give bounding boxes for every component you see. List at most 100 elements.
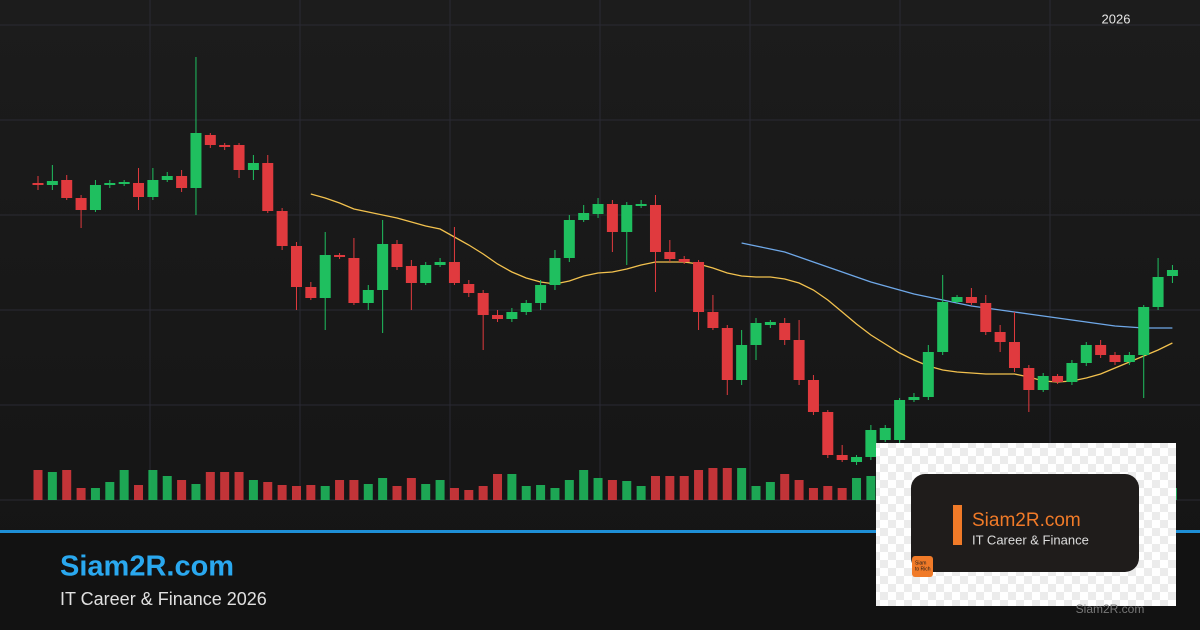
card <box>911 474 1139 572</box>
volume-bar <box>148 470 158 500</box>
card-title: Siam2R.com <box>972 510 1081 531</box>
volume-bar <box>205 472 215 500</box>
volume-bar <box>47 472 57 500</box>
candle-body <box>233 145 245 170</box>
candle-body <box>1023 368 1035 390</box>
volume-bar <box>234 472 244 500</box>
volume-bar <box>794 480 804 500</box>
candle-body <box>563 220 575 258</box>
candle-body <box>937 302 949 352</box>
volume-bar <box>493 474 503 500</box>
candle-body <box>434 262 446 265</box>
candle-body <box>290 246 302 287</box>
candle-body <box>908 397 920 400</box>
volume-bar <box>162 476 172 500</box>
watermark: Siam2R.com <box>1076 602 1145 616</box>
candle-body <box>204 135 216 145</box>
volume-bar <box>335 480 345 500</box>
candle-body <box>807 380 819 412</box>
candle-body <box>822 412 834 455</box>
volume-bar <box>679 476 689 500</box>
candle-body <box>89 185 101 210</box>
candle-body <box>46 181 58 185</box>
volume-bar <box>694 470 704 500</box>
candle-body <box>362 290 374 303</box>
volume-bar <box>119 470 129 500</box>
candle-body <box>549 258 561 285</box>
volume-bar <box>90 488 100 500</box>
volume-bar <box>564 480 574 500</box>
volume-bar <box>478 486 488 500</box>
candle-body <box>1166 270 1178 276</box>
candle-body <box>75 198 87 210</box>
volume-bar <box>220 472 230 500</box>
candle-body <box>922 352 934 397</box>
volume-bar <box>277 485 287 500</box>
candle-body <box>1152 277 1164 307</box>
candle-body <box>1138 307 1150 355</box>
candle-body <box>879 428 891 440</box>
candle-body <box>649 205 661 252</box>
candle-body <box>506 312 518 319</box>
volume-bar <box>449 488 459 500</box>
candle-body <box>1080 345 1092 363</box>
candle-body <box>779 323 791 340</box>
volume-bar <box>866 476 876 500</box>
candle-body <box>851 457 863 462</box>
candle-body <box>477 293 489 315</box>
candle-body <box>492 315 504 319</box>
volume-bar <box>823 486 833 500</box>
candle-body <box>391 244 403 267</box>
volume-bar <box>320 486 330 500</box>
volume-bar <box>378 478 388 500</box>
candle-body <box>520 303 532 312</box>
candle-body <box>133 183 145 197</box>
volume-bar <box>550 488 560 500</box>
candle-body <box>118 182 130 184</box>
candle-body <box>606 204 618 232</box>
volume-bar <box>780 474 790 500</box>
candle-body <box>535 285 547 303</box>
candle-body <box>721 328 733 380</box>
candle-body <box>836 455 848 460</box>
volume-bar <box>435 480 445 500</box>
candle-body <box>750 323 762 345</box>
candle-body <box>1109 355 1121 362</box>
volume-bar <box>765 482 775 500</box>
volume-bar <box>76 488 86 500</box>
volume-bar <box>248 480 258 500</box>
brand-subtitle: IT Career & Finance 2026 <box>60 589 267 609</box>
volume-bar <box>291 486 301 500</box>
candle-body <box>1037 376 1049 390</box>
candle-body <box>1123 355 1135 362</box>
volume-bar <box>579 470 589 500</box>
candle-body <box>420 265 432 283</box>
card-subtitle: IT Career & Finance <box>972 532 1089 547</box>
logo-text: to Rich <box>915 566 931 572</box>
candle-body <box>621 205 633 232</box>
volume-bar <box>622 481 632 500</box>
logo-badge <box>912 556 933 577</box>
logo-text: Siam <box>915 560 926 566</box>
candle-body <box>865 430 877 457</box>
candle-body <box>377 244 389 290</box>
candle-body <box>319 255 331 298</box>
candle-body <box>635 204 647 206</box>
accent-bar <box>953 505 962 545</box>
candle-body <box>463 284 475 293</box>
volume-bar <box>392 486 402 500</box>
volume-bar <box>349 480 359 500</box>
candle-body <box>348 258 360 303</box>
candle-body <box>592 204 604 214</box>
candle-body <box>334 255 346 257</box>
volume-bar <box>665 476 675 500</box>
candle-body <box>965 297 977 303</box>
candle-body <box>693 262 705 312</box>
volume-bar <box>177 480 187 500</box>
candle-body <box>736 345 748 380</box>
logo-image: Siam2R.com IT Career & Finance Siam to R… <box>876 443 1176 606</box>
candle-body <box>147 180 159 197</box>
volume-bar <box>406 478 416 500</box>
